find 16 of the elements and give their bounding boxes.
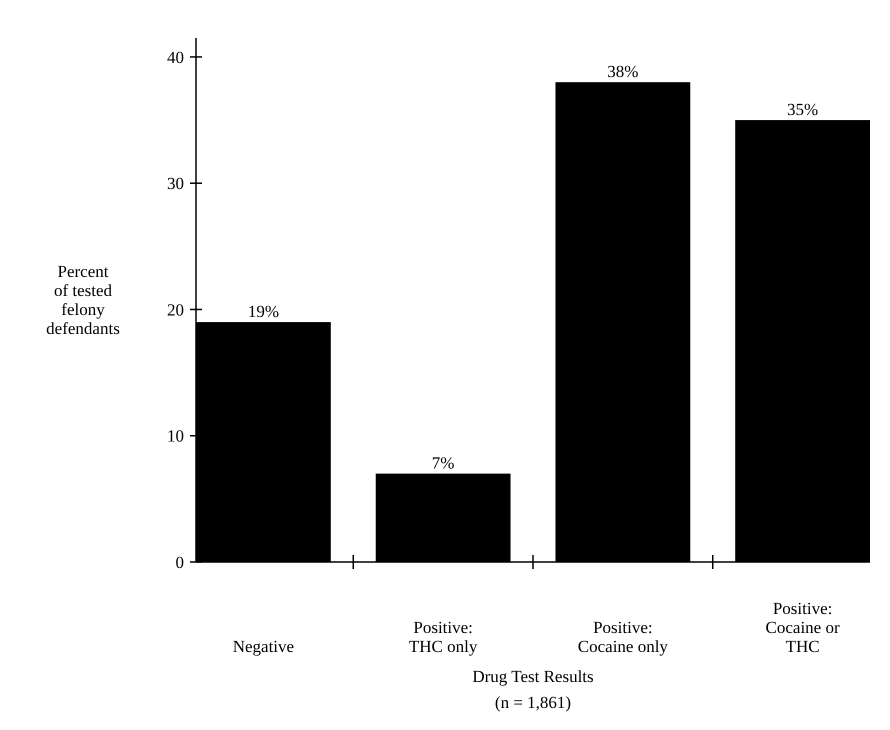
y-tick-label: 10 bbox=[167, 426, 184, 446]
x-tick-label: Negative bbox=[232, 637, 294, 656]
y-axis-title: Percent of tested felony defendants bbox=[46, 262, 120, 338]
y-tick-label: 20 bbox=[167, 300, 184, 320]
x-tick-label: Positive: Cocaine or THC bbox=[766, 599, 840, 656]
y-tick-label: 30 bbox=[167, 174, 184, 194]
data-label: 19% bbox=[248, 302, 279, 322]
text: (n = 1,861) bbox=[494, 693, 572, 712]
data-label: 7% bbox=[432, 454, 454, 473]
data-label: 35% bbox=[787, 100, 818, 120]
x-tick-label: Positive: Cocaine only bbox=[578, 618, 668, 656]
x-tick-label: Positive: THC only bbox=[408, 618, 478, 656]
y-tick-label: 40 bbox=[167, 48, 184, 67]
y-tick-label: 0 bbox=[176, 552, 184, 572]
x-axis-title: Drug Test Results bbox=[472, 667, 594, 686]
data-label: 38% bbox=[607, 62, 638, 82]
